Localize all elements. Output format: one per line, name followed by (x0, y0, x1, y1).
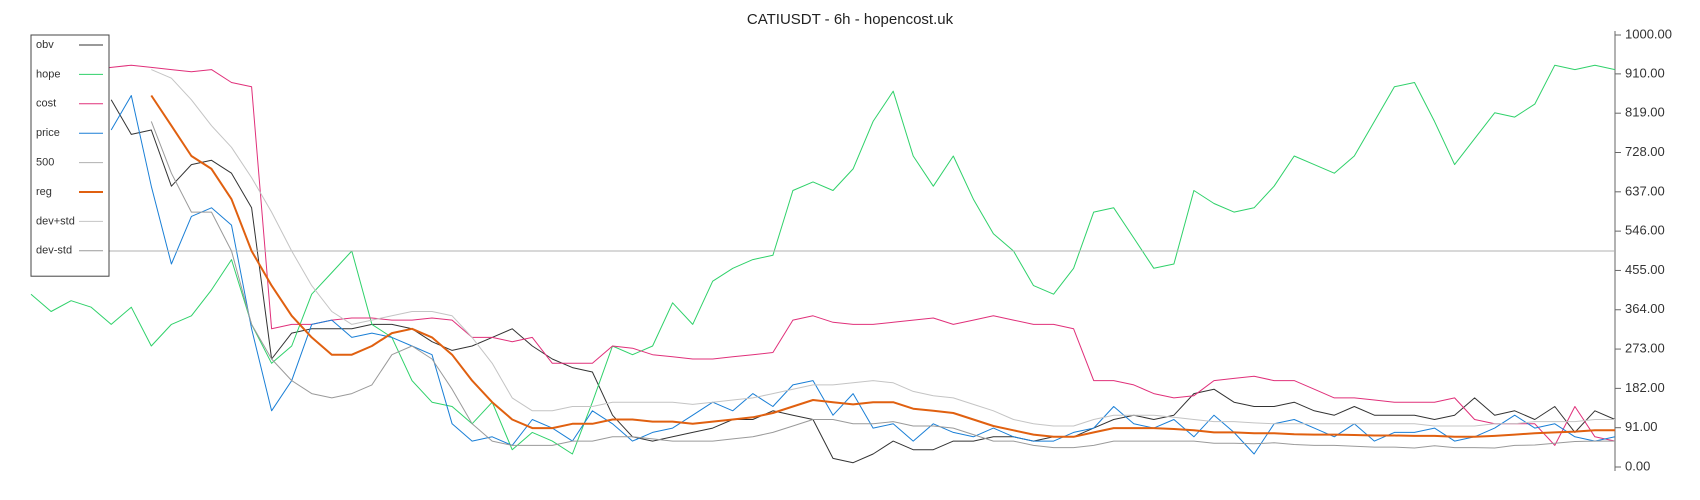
series-line (150, 94, 1615, 438)
y-tick-label: 455.00 (1625, 262, 1665, 277)
legend-label: price (36, 127, 60, 139)
series-line (110, 99, 1616, 464)
series-line (30, 62, 1616, 446)
y-tick-label: 546.00 (1625, 223, 1665, 238)
legend-label: 500 (36, 157, 54, 169)
y-tick-label: 637.00 (1625, 183, 1665, 198)
legend-label: hope (36, 68, 60, 80)
y-tick-label: 1000.00 (1625, 26, 1672, 41)
legend-label: reg (36, 186, 52, 198)
chart-title: CATIUSDT - 6h - hopencost.uk (747, 11, 954, 28)
y-tick-label: 819.00 (1625, 105, 1665, 120)
y-tick-label: 182.00 (1625, 380, 1665, 395)
series-line (110, 95, 1616, 455)
legend-box (30, 34, 110, 277)
y-tick-label: 728.00 (1625, 144, 1665, 159)
y-tick-label: 0.00 (1625, 458, 1650, 473)
series-line (151, 69, 1615, 427)
y-tick-label: 910.00 (1625, 65, 1665, 80)
legend-label: dev+std (36, 215, 75, 227)
y-tick-label: 273.00 (1625, 341, 1665, 356)
y-tick-label: 91.00 (1625, 419, 1658, 434)
legend-label: cost (36, 98, 56, 110)
legend-label: dev-std (36, 245, 72, 257)
y-tick-label: 364.00 (1625, 301, 1665, 316)
series-line (30, 64, 1616, 455)
legend-label: obv (36, 39, 54, 51)
series-line (150, 121, 1615, 449)
